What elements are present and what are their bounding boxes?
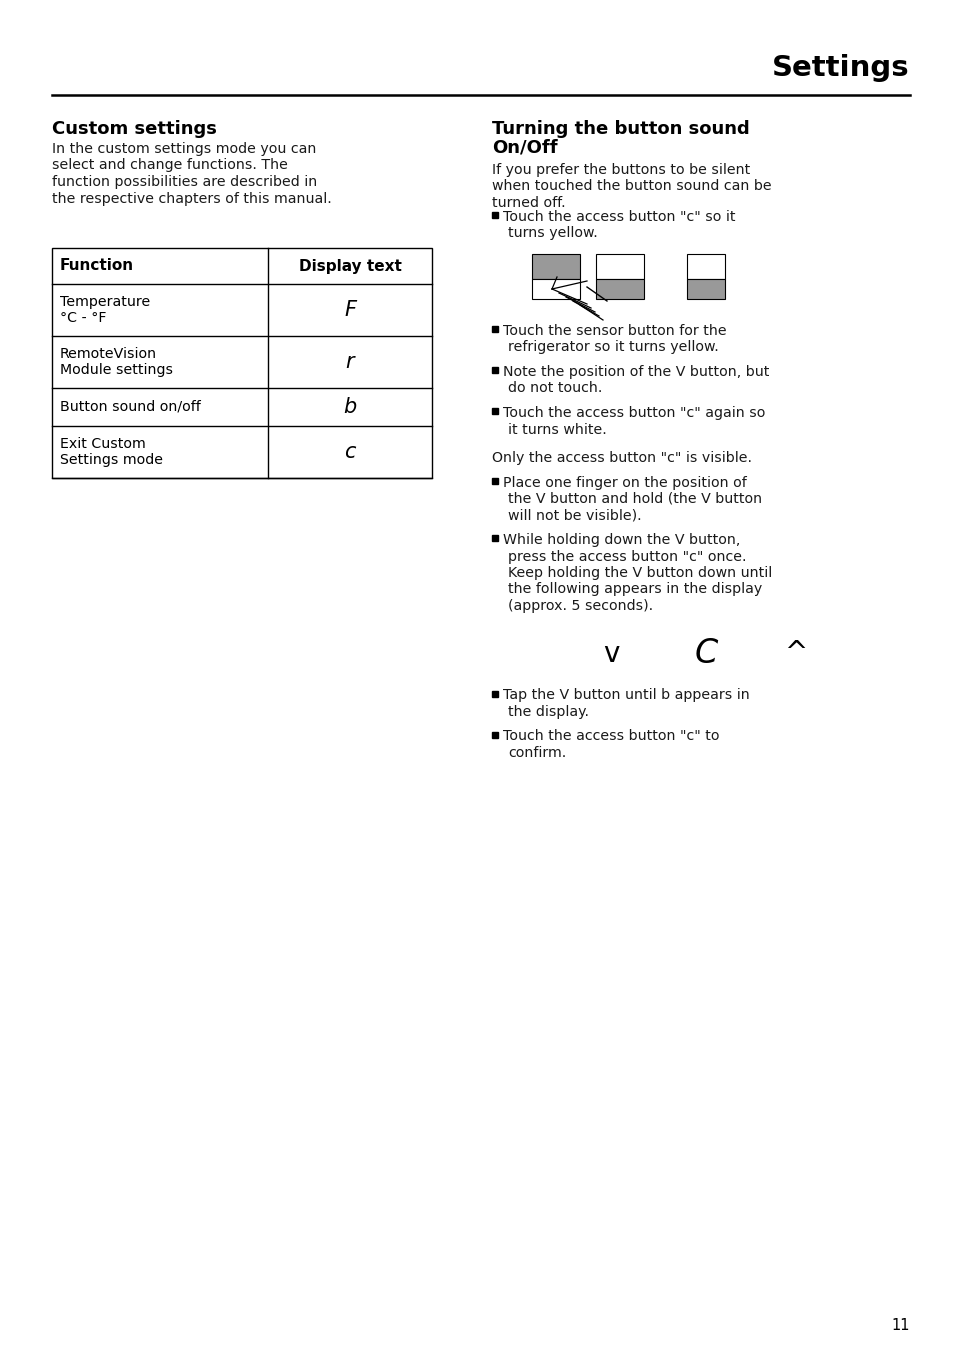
Text: Function: Function [60, 258, 134, 273]
Text: While holding down the V button,: While holding down the V button, [502, 533, 740, 548]
Bar [52, 247, 432, 479]
Text: the display.: the display. [507, 704, 588, 719]
Text: Tap the V button until b appears in: Tap the V button until b appears in [502, 688, 749, 703]
Bar [492, 368, 497, 373]
Bar [686, 254, 724, 279]
Text: do not touch.: do not touch. [507, 381, 601, 396]
Text: Note the position of the V button, but: Note the position of the V button, but [502, 365, 768, 379]
Text: turned off.: turned off. [492, 196, 565, 210]
Text: Only the access button "ᴄ" is visible.: Only the access button "ᴄ" is visible. [492, 452, 751, 465]
Text: Touch the access button "ᴄ" to: Touch the access button "ᴄ" to [502, 730, 719, 744]
Text: refrigerator so it turns yellow.: refrigerator so it turns yellow. [507, 341, 718, 354]
Text: v: v [602, 639, 618, 668]
Text: On/Off: On/Off [492, 138, 558, 155]
Text: 11: 11 [890, 1317, 909, 1333]
Text: select and change functions. The: select and change functions. The [52, 158, 288, 173]
Bar [492, 535, 497, 541]
Text: the following appears in the display: the following appears in the display [507, 583, 761, 596]
Text: ^: ^ [783, 639, 807, 668]
Text: Keep holding the V button down until: Keep holding the V button down until [507, 566, 771, 580]
Text: press the access button "ᴄ" once.: press the access button "ᴄ" once. [507, 549, 745, 564]
Bar [492, 731, 497, 738]
Text: r: r [345, 352, 354, 372]
Text: RemoteVision
Module settings: RemoteVision Module settings [60, 347, 172, 377]
Text: it turns white.: it turns white. [507, 422, 606, 437]
Bar [492, 212, 497, 218]
Bar [532, 279, 579, 299]
Bar [492, 326, 497, 333]
Bar [532, 254, 579, 279]
Bar [686, 279, 724, 299]
Text: the V button and hold (the V button: the V button and hold (the V button [507, 492, 761, 506]
Text: Display text: Display text [298, 258, 401, 273]
Text: Exit Custom
Settings mode: Exit Custom Settings mode [60, 437, 163, 466]
Text: will not be visible).: will not be visible). [507, 508, 641, 522]
Text: c: c [344, 442, 355, 462]
Text: Custom settings: Custom settings [52, 120, 216, 138]
Text: Place one finger on the position of: Place one finger on the position of [502, 476, 746, 489]
Text: F: F [344, 300, 355, 320]
Text: In the custom settings mode you can: In the custom settings mode you can [52, 142, 316, 155]
Text: Turning the button sound: Turning the button sound [492, 120, 749, 138]
Text: function possibilities are described in: function possibilities are described in [52, 174, 317, 189]
Text: the respective chapters of this manual.: the respective chapters of this manual. [52, 192, 332, 206]
Bar [596, 254, 643, 279]
Text: Touch the sensor button for the: Touch the sensor button for the [502, 324, 726, 338]
Text: (approx. 5 seconds).: (approx. 5 seconds). [507, 599, 653, 612]
Text: Touch the access button "ᴄ" so it: Touch the access button "ᴄ" so it [502, 210, 735, 224]
Text: turns yellow.: turns yellow. [507, 227, 598, 241]
Text: If you prefer the buttons to be silent: If you prefer the buttons to be silent [492, 164, 749, 177]
Text: confirm.: confirm. [507, 746, 566, 760]
Text: Temperature
°C - °F: Temperature °C - °F [60, 295, 150, 324]
Bar [492, 477, 497, 484]
Text: Touch the access button "ᴄ" again so: Touch the access button "ᴄ" again so [502, 406, 764, 420]
Bar [492, 691, 497, 696]
Text: b: b [343, 397, 356, 416]
Text: when touched the button sound can be: when touched the button sound can be [492, 180, 771, 193]
Text: Settings: Settings [772, 54, 909, 82]
Text: C: C [694, 637, 717, 671]
Text: Button sound on/off: Button sound on/off [60, 400, 200, 414]
Bar [596, 279, 643, 299]
Bar [492, 408, 497, 414]
